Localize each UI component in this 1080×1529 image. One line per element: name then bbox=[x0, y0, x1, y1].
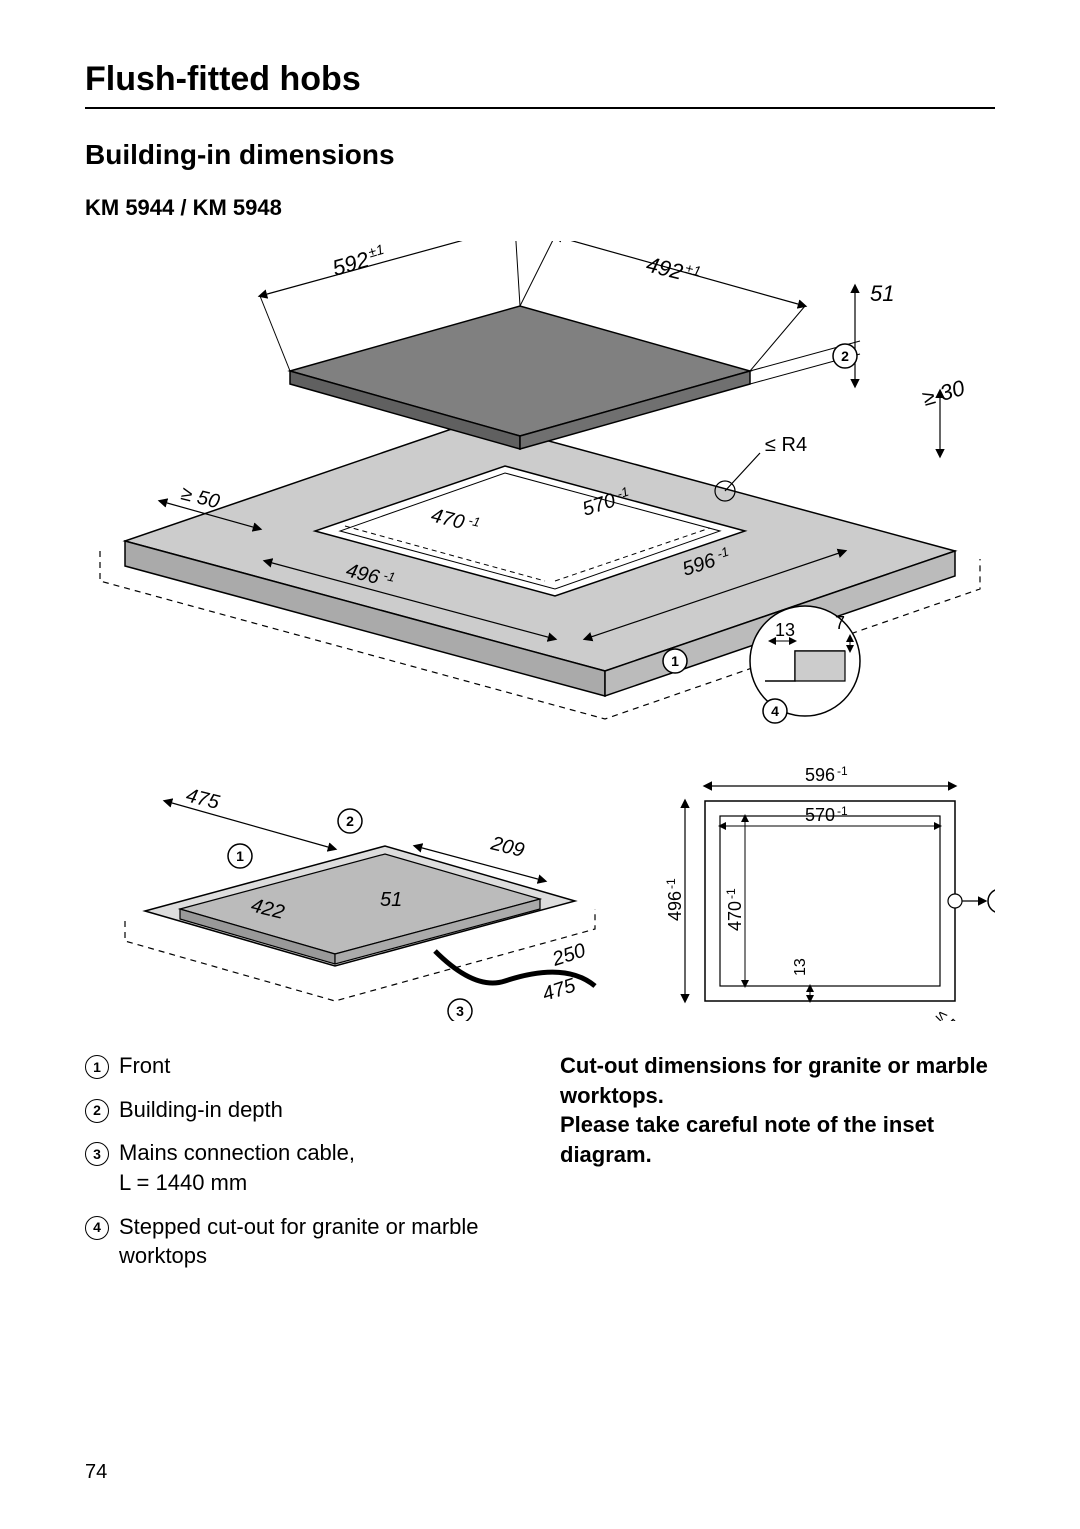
plan-13: 13 bbox=[792, 958, 809, 976]
callout-2b: 2 bbox=[346, 813, 354, 829]
dim-30: ≥ 30 bbox=[919, 375, 968, 411]
bottom-columns: 1 Front 2 Building-in depth 3 Mains conn… bbox=[85, 1051, 995, 1285]
dim-250: 250 bbox=[549, 940, 588, 972]
callout-1b: 1 bbox=[236, 848, 244, 864]
legend-num-icon: 2 bbox=[85, 1099, 109, 1123]
dim-475b: 475 bbox=[540, 974, 579, 1006]
plan-570: 570 bbox=[805, 805, 835, 825]
dim-592: 592 bbox=[329, 247, 371, 281]
legend-text: Building-in depth bbox=[119, 1095, 283, 1125]
legend-num-icon: 1 bbox=[85, 1055, 109, 1079]
step-detail: 13 7 4 bbox=[750, 606, 860, 723]
callout-4a: 4 bbox=[771, 703, 779, 719]
dim-51b: 51 bbox=[380, 889, 402, 911]
page-number: 74 bbox=[85, 1461, 107, 1484]
plan-496: 496 bbox=[665, 891, 685, 921]
legend-text-line1: Mains connection cable, bbox=[119, 1140, 355, 1165]
callout-3: 3 bbox=[456, 1003, 464, 1019]
underside-iso: 475 422 51 209 250 475 1 2 3 bbox=[125, 785, 595, 1021]
legend-list: 1 Front 2 Building-in depth 3 Mains conn… bbox=[85, 1051, 520, 1271]
dimension-diagram: 592±1 492±1 51 2 ≥ 30 ≤ R4 ≥ 50 bbox=[85, 241, 995, 1021]
svg-text:596-1: 596-1 bbox=[805, 764, 848, 785]
model-heading: KM 5944 / KM 5948 bbox=[85, 195, 995, 221]
legend-text: Stepped cut-out for granite or marble wo… bbox=[119, 1212, 520, 1271]
legend-text: Mains connection cable, L = 1440 mm bbox=[119, 1138, 355, 1197]
callout-1a: 1 bbox=[671, 653, 679, 669]
dim-step7: 7 bbox=[835, 613, 845, 633]
legend-text: Front bbox=[119, 1051, 170, 1081]
dim-592-tol: ±1 bbox=[366, 241, 385, 261]
plan-596: 596 bbox=[805, 765, 835, 785]
legend-item: 4 Stepped cut-out for granite or marble … bbox=[85, 1212, 520, 1271]
dim-r4: ≤ R4 bbox=[765, 434, 807, 456]
callout-2a: 2 bbox=[841, 348, 849, 364]
legend-item: 2 Building-in depth bbox=[85, 1095, 520, 1125]
page-title: Flush-fitted hobs bbox=[85, 60, 995, 99]
legend-item: 3 Mains connection cable, L = 1440 mm bbox=[85, 1138, 520, 1197]
svg-text:496-1: 496-1 bbox=[664, 878, 685, 921]
plan-496-tol: -1 bbox=[664, 878, 678, 889]
plan-470-tol: -1 bbox=[724, 888, 738, 899]
dim-475a: 475 bbox=[184, 785, 223, 815]
plan-596-tol: -1 bbox=[837, 764, 848, 778]
title-rule bbox=[85, 107, 995, 109]
dim-209: 209 bbox=[488, 832, 527, 862]
legend-column: 1 Front 2 Building-in depth 3 Mains conn… bbox=[85, 1051, 520, 1285]
plan-inset: 596-1 570-1 496-1 470-1 13 ≤ R4 4 bbox=[664, 764, 995, 1021]
legend-num-icon: 3 bbox=[85, 1142, 109, 1166]
dim-51: 51 bbox=[870, 281, 894, 306]
note-text: Cut-out dimensions for granite or marble… bbox=[560, 1051, 995, 1170]
dim-step13: 13 bbox=[775, 620, 795, 640]
legend-text-line2: L = 1440 mm bbox=[119, 1170, 247, 1195]
legend-num-icon: 4 bbox=[85, 1216, 109, 1240]
svg-text:592±1: 592±1 bbox=[329, 241, 388, 281]
dim-492: 492 bbox=[644, 252, 686, 285]
plan-470: 470 bbox=[725, 901, 745, 931]
legend-item: 1 Front bbox=[85, 1051, 520, 1081]
note-column: Cut-out dimensions for granite or marble… bbox=[560, 1051, 995, 1285]
note-line2: Please take careful note of the inset di… bbox=[560, 1112, 934, 1167]
plan-570-tol: -1 bbox=[837, 804, 848, 818]
plan-r4: ≤ R4 bbox=[932, 1007, 968, 1021]
page: Flush-fitted hobs Building-in dimensions… bbox=[0, 0, 1080, 1529]
svg-text:492±1: 492±1 bbox=[644, 251, 703, 289]
note-line1: Cut-out dimensions for granite or marble… bbox=[560, 1053, 988, 1108]
section-subtitle: Building-in dimensions bbox=[85, 139, 995, 171]
